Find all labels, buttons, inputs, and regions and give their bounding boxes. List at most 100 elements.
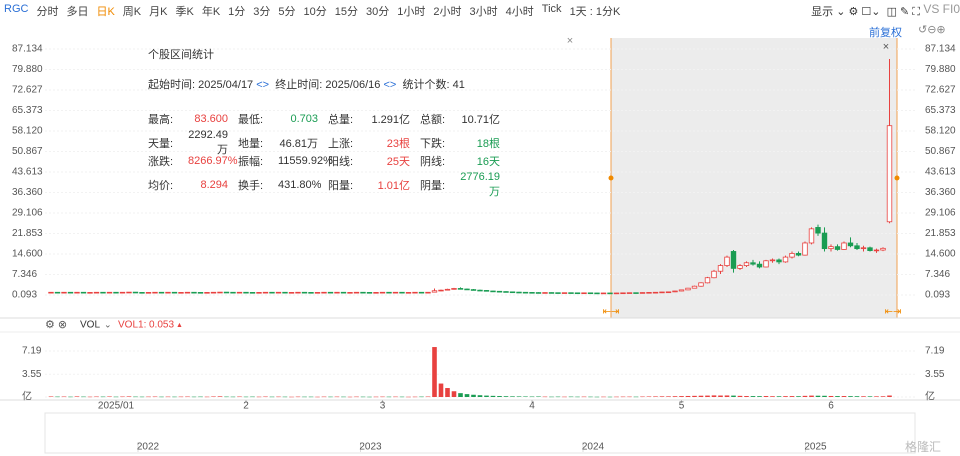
candle-body <box>275 291 282 294</box>
navigator[interactable] <box>44 412 916 454</box>
candle-body <box>126 291 132 294</box>
period-tab[interactable]: 15分 <box>334 6 359 18</box>
period-tab[interactable]: 月K <box>149 6 168 18</box>
candle-body <box>165 291 171 294</box>
period-tab[interactable]: 年K <box>201 6 221 18</box>
stats-row: 最高: 83.600 最低: 0.703 总量: 1.291亿 总额: 10.71亿 <box>148 108 568 129</box>
indicator-name[interactable]: VOL <box>80 320 100 331</box>
x-tick-label: 2 <box>243 401 249 412</box>
candle-body <box>444 288 451 291</box>
volume-bar <box>237 396 242 398</box>
volume-bar <box>445 388 450 397</box>
compare[interactable]: VS FI0 <box>923 2 960 16</box>
period-tab[interactable]: 1小时 <box>397 6 426 18</box>
adjust[interactable]: 前复权 <box>869 27 902 39</box>
period-tab[interactable]: 30分 <box>366 6 390 18</box>
candle-body <box>223 291 230 294</box>
period-tab[interactable]: Tick <box>541 3 562 15</box>
stat-label: 天量: <box>148 138 174 150</box>
volume-bar <box>815 395 821 397</box>
volume-bar <box>718 395 723 397</box>
date-arrows[interactable]: <> <box>256 79 270 91</box>
count: 41 <box>452 79 465 91</box>
volume-bar <box>386 396 392 398</box>
settings-icon[interactable]: ⚙ ⊗ <box>45 319 67 331</box>
range-handle[interactable] <box>894 175 900 181</box>
volume-bar <box>659 396 665 397</box>
toolbar: RGC 分时 多日 日K 周K 月K 季K 年K 1分 3分 5分 10分 15分 30分 1小时 2小时 3小… <box>4 3 620 19</box>
volume-bar <box>867 396 873 397</box>
candle-body <box>243 291 249 294</box>
stat-label: 换手: <box>238 180 264 192</box>
y-tick-label: 亿 <box>22 390 32 403</box>
symbol[interactable]: RGC <box>4 3 29 15</box>
period-tab[interactable]: 1天 : 1分K <box>569 6 621 18</box>
period-tab[interactable]: 3小时 <box>469 6 498 18</box>
volume-bar <box>854 396 860 397</box>
candle-body <box>769 259 776 262</box>
volume-bar <box>555 396 561 398</box>
navigator-year: 2022 <box>137 442 160 453</box>
volume-bar <box>549 396 554 398</box>
close-range[interactable]: × <box>883 41 889 53</box>
close-stats[interactable]: × <box>567 35 573 47</box>
label: 终止时间: <box>275 79 323 91</box>
period-tab[interactable]: 分时 <box>36 6 59 18</box>
range-arrow[interactable]: ⇤⇥ <box>885 307 902 318</box>
candle-body <box>503 291 509 293</box>
y-tick-label: 79.880 <box>925 64 956 75</box>
volume-bar <box>250 396 255 398</box>
volume-bar <box>757 396 762 397</box>
candle-body <box>516 291 522 294</box>
volume-bar <box>347 396 353 398</box>
volume-bar <box>133 396 138 398</box>
period-tab[interactable]: 4小时 <box>505 6 534 18</box>
dropdown[interactable]: ⌄ <box>104 319 112 329</box>
volume-bar <box>315 396 320 398</box>
stat-value: 8266.97% <box>188 154 238 167</box>
stat-value: 11559.92% <box>278 154 333 167</box>
display[interactable]: 显示 <box>811 6 834 18</box>
candle-body <box>457 288 464 290</box>
navigator-year: 2023 <box>359 442 382 453</box>
zoom-controls[interactable]: ↺⊖⊕ <box>918 24 946 36</box>
candle-body <box>74 291 80 294</box>
period-tab[interactable]: 多日 <box>66 6 89 18</box>
range-selection[interactable] <box>611 38 897 318</box>
candle-body <box>717 265 724 272</box>
period-tab[interactable]: 2小时 <box>433 6 462 18</box>
candle-body <box>743 262 750 266</box>
volume-bar <box>406 396 411 398</box>
date-arrows[interactable]: <> <box>383 79 397 91</box>
y-tick-label: 50.867 <box>925 146 956 157</box>
volume-bar <box>204 396 210 398</box>
volume-bar <box>575 396 580 398</box>
y-tick-label: 50.867 <box>12 146 43 157</box>
period-tab[interactable]: 周K <box>122 6 142 18</box>
candle-body <box>93 291 100 294</box>
period-tab[interactable]: 季K <box>175 6 194 18</box>
candle-body <box>529 292 535 294</box>
candle-body <box>730 251 737 269</box>
candle-body <box>828 246 834 250</box>
period-tab[interactable]: 10分 <box>303 6 327 18</box>
y-tick-label: 36.360 <box>925 187 956 198</box>
period-tab[interactable]: 5分 <box>278 6 296 18</box>
volume-bar <box>61 396 67 398</box>
volume-bar <box>367 396 372 398</box>
volume-bar <box>653 396 658 397</box>
period-tab[interactable]: 3分 <box>253 6 271 18</box>
candle-body <box>217 291 223 294</box>
y-tick-label: 72.627 <box>12 85 43 96</box>
period-tab[interactable]: 日K <box>96 6 115 18</box>
candle-body <box>321 291 327 294</box>
range-arrow[interactable]: ⇤⇥ <box>603 307 620 318</box>
candle-body <box>158 291 165 294</box>
display-menu[interactable]: 显示 ⌄ ⚙ ☐⌄ ◫ ✎ ⛶ <box>811 6 920 18</box>
y-tick-label: 21.853 <box>925 228 956 239</box>
candle-body <box>483 290 490 292</box>
range-handle[interactable] <box>608 175 614 181</box>
period-tab[interactable]: 1分 <box>228 6 246 18</box>
candle-body <box>678 289 685 292</box>
